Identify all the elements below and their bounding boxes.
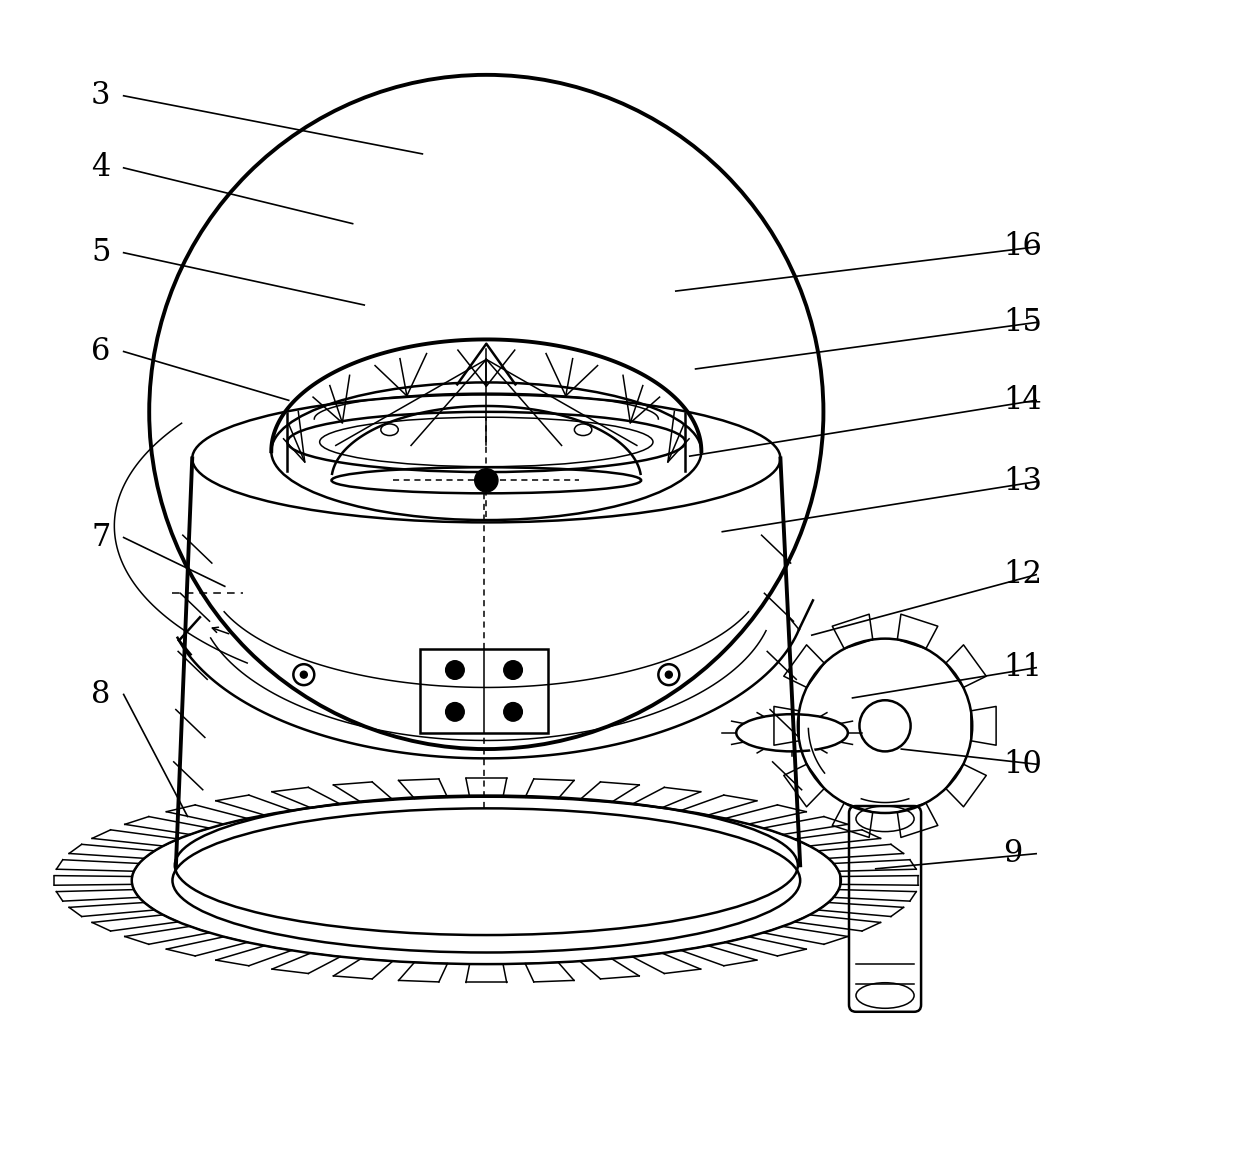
Text: 14: 14 — [1003, 384, 1043, 416]
Text: 4: 4 — [91, 152, 110, 183]
Text: 15: 15 — [1003, 307, 1043, 338]
Text: 3: 3 — [91, 81, 110, 111]
Text: 13: 13 — [1003, 466, 1043, 498]
Circle shape — [503, 661, 522, 680]
Circle shape — [445, 703, 464, 721]
Circle shape — [666, 672, 672, 679]
Text: 7: 7 — [91, 522, 110, 552]
Text: 8: 8 — [91, 679, 110, 710]
Text: 5: 5 — [91, 237, 110, 269]
Circle shape — [475, 468, 498, 492]
Text: 11: 11 — [1003, 652, 1043, 683]
Circle shape — [445, 661, 464, 680]
Text: 6: 6 — [91, 336, 110, 367]
Text: 16: 16 — [1003, 231, 1043, 263]
Text: 10: 10 — [1003, 749, 1043, 780]
Text: 12: 12 — [1003, 559, 1043, 590]
Circle shape — [300, 672, 308, 679]
Text: 9: 9 — [1003, 839, 1023, 869]
Circle shape — [503, 703, 522, 721]
